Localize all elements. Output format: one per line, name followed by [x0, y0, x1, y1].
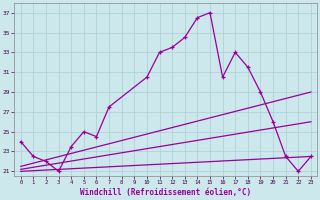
X-axis label: Windchill (Refroidissement éolien,°C): Windchill (Refroidissement éolien,°C) [80, 188, 252, 197]
